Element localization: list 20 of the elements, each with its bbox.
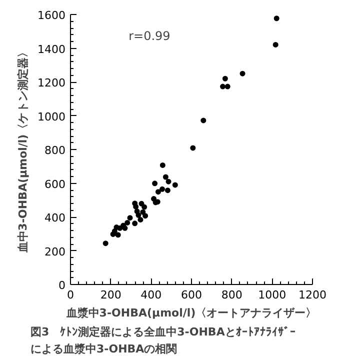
y-tick-label: 600 <box>44 178 66 191</box>
x-tick-label: 800 <box>221 288 242 302</box>
x-tick-label: 1000 <box>258 288 286 302</box>
y-tick-label: 0 <box>58 279 66 292</box>
x-tick-label: 200 <box>100 288 122 302</box>
y-tick-label: 400 <box>44 212 66 224</box>
text: 図3 ｹﾄﾝ測定器による全血中3-OHBAとｵｰﾄｱﾅﾗｲｻﾞｰによる血漿中3-OHBAの相関 <box>30 326 296 356</box>
y-axis-title: 血中3-OHBA(μmol/l)〈ケトン測定器〉 <box>16 46 30 254</box>
x-axis-title: 血漿中3-OHBA(μmol/l)〈オートアナライザー〉 <box>65 306 317 320</box>
y-tick-label: 1200 <box>38 76 66 90</box>
y-tick-label: 1000 <box>38 110 66 124</box>
annotation: r=0.99 <box>128 29 170 44</box>
y-tick-label: 1600 <box>38 9 66 22</box>
x-tick-label: 400 <box>140 288 162 302</box>
y-tick-label: 1400 <box>38 42 66 56</box>
y-tick-label: 800 <box>44 144 66 157</box>
x-tick-label: 1200 <box>298 288 327 302</box>
x-tick-label: 0 <box>67 288 74 302</box>
x-tick-label: 600 <box>181 288 202 302</box>
y-tick-label: 200 <box>44 245 66 258</box>
